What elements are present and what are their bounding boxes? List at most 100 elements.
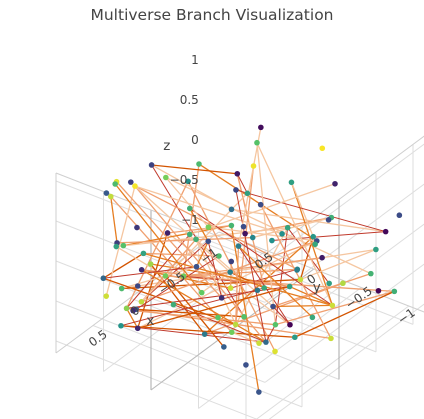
branch-node <box>134 325 141 332</box>
branch-edge <box>275 290 395 326</box>
branch-node <box>326 280 332 287</box>
branch-node <box>221 344 227 350</box>
branch-node <box>243 362 249 368</box>
branch-edge <box>165 177 209 228</box>
branch-node <box>198 289 205 296</box>
branch-node <box>373 246 379 253</box>
branch-edge <box>236 173 265 289</box>
branch-node <box>382 228 389 235</box>
branch-edge <box>183 268 298 277</box>
edge-layer <box>102 127 395 393</box>
zeroline <box>150 268 315 391</box>
branch-edge <box>294 290 395 338</box>
branch-node <box>272 321 279 328</box>
branch-node <box>162 273 169 279</box>
branch-edge <box>265 324 276 343</box>
branch-node <box>186 205 193 212</box>
branch-node <box>256 340 262 346</box>
branch-node <box>127 179 134 185</box>
branch-edge <box>189 208 333 306</box>
branch-edge <box>110 196 118 243</box>
box-edge <box>55 172 266 255</box>
branch-edge <box>114 183 203 294</box>
branch-edge <box>116 181 223 299</box>
branch-node <box>272 348 278 355</box>
gridline <box>55 260 266 343</box>
branch-node <box>228 206 235 213</box>
branch-node <box>123 305 130 312</box>
gridline <box>203 242 414 325</box>
branch-node <box>286 283 293 290</box>
z-tick-label: −1 <box>181 213 199 227</box>
branch-node <box>233 187 239 193</box>
branch-edge <box>235 246 240 325</box>
y-axis-title: y <box>313 280 321 296</box>
branch-edge <box>134 185 283 235</box>
branch-edge <box>274 227 289 325</box>
branch-node <box>193 236 199 243</box>
branch-node <box>261 285 267 291</box>
branch-node <box>185 178 191 185</box>
branch-node <box>218 295 225 301</box>
branch-node <box>257 201 264 208</box>
branch-node <box>132 183 138 189</box>
branch-node <box>287 321 293 328</box>
branch-node <box>228 329 235 336</box>
z-axis-title: z <box>163 138 170 154</box>
branch-node <box>134 283 141 289</box>
branch-node <box>258 124 264 131</box>
branch-node <box>368 270 374 277</box>
branch-node <box>235 243 242 249</box>
branch-edge <box>141 269 267 343</box>
node-layer <box>100 124 403 395</box>
branch-edge <box>120 325 295 338</box>
branch-node <box>329 302 336 309</box>
gridline <box>264 263 424 383</box>
branch-node <box>332 180 338 187</box>
branch-edge <box>236 173 248 194</box>
branch-edge <box>290 182 333 306</box>
box-edge <box>55 231 220 354</box>
branch-edge <box>116 227 288 248</box>
branch-node <box>201 331 208 337</box>
branch-edge <box>125 308 139 329</box>
branch-node <box>193 263 200 270</box>
branch-edge <box>103 266 197 279</box>
branch-edge <box>137 232 169 329</box>
y-tick-label: −1 <box>395 306 418 328</box>
branch-node <box>279 231 285 237</box>
branch-node <box>228 258 235 265</box>
branch-node <box>284 224 291 231</box>
branch-node <box>227 269 233 275</box>
branch-node <box>396 212 403 219</box>
branch-node <box>254 287 261 294</box>
branch-edge <box>182 163 200 277</box>
branch-edge <box>120 287 265 327</box>
branch-edge <box>273 304 333 308</box>
branch-edge <box>238 245 313 318</box>
branch-node <box>107 193 114 200</box>
branch-node <box>242 230 248 237</box>
gridline <box>55 340 258 419</box>
branch-edge <box>187 180 276 352</box>
branch-edge <box>133 309 276 326</box>
branch-edge <box>231 331 260 344</box>
branch-node <box>118 322 124 329</box>
branch-edge <box>272 273 372 308</box>
branch-node <box>297 276 304 283</box>
branch-node <box>325 217 332 223</box>
branch-node <box>138 267 145 273</box>
branch-edge <box>195 240 209 267</box>
branch-edge <box>105 185 136 297</box>
branch-edge <box>235 189 386 233</box>
branch-node <box>215 314 221 321</box>
branch-node <box>113 243 120 250</box>
branch-node <box>100 275 107 282</box>
branch-edge <box>271 231 386 242</box>
branch-node <box>269 237 275 244</box>
branch-node <box>164 230 171 236</box>
branch-edge <box>135 255 220 310</box>
branch-node <box>232 321 239 328</box>
